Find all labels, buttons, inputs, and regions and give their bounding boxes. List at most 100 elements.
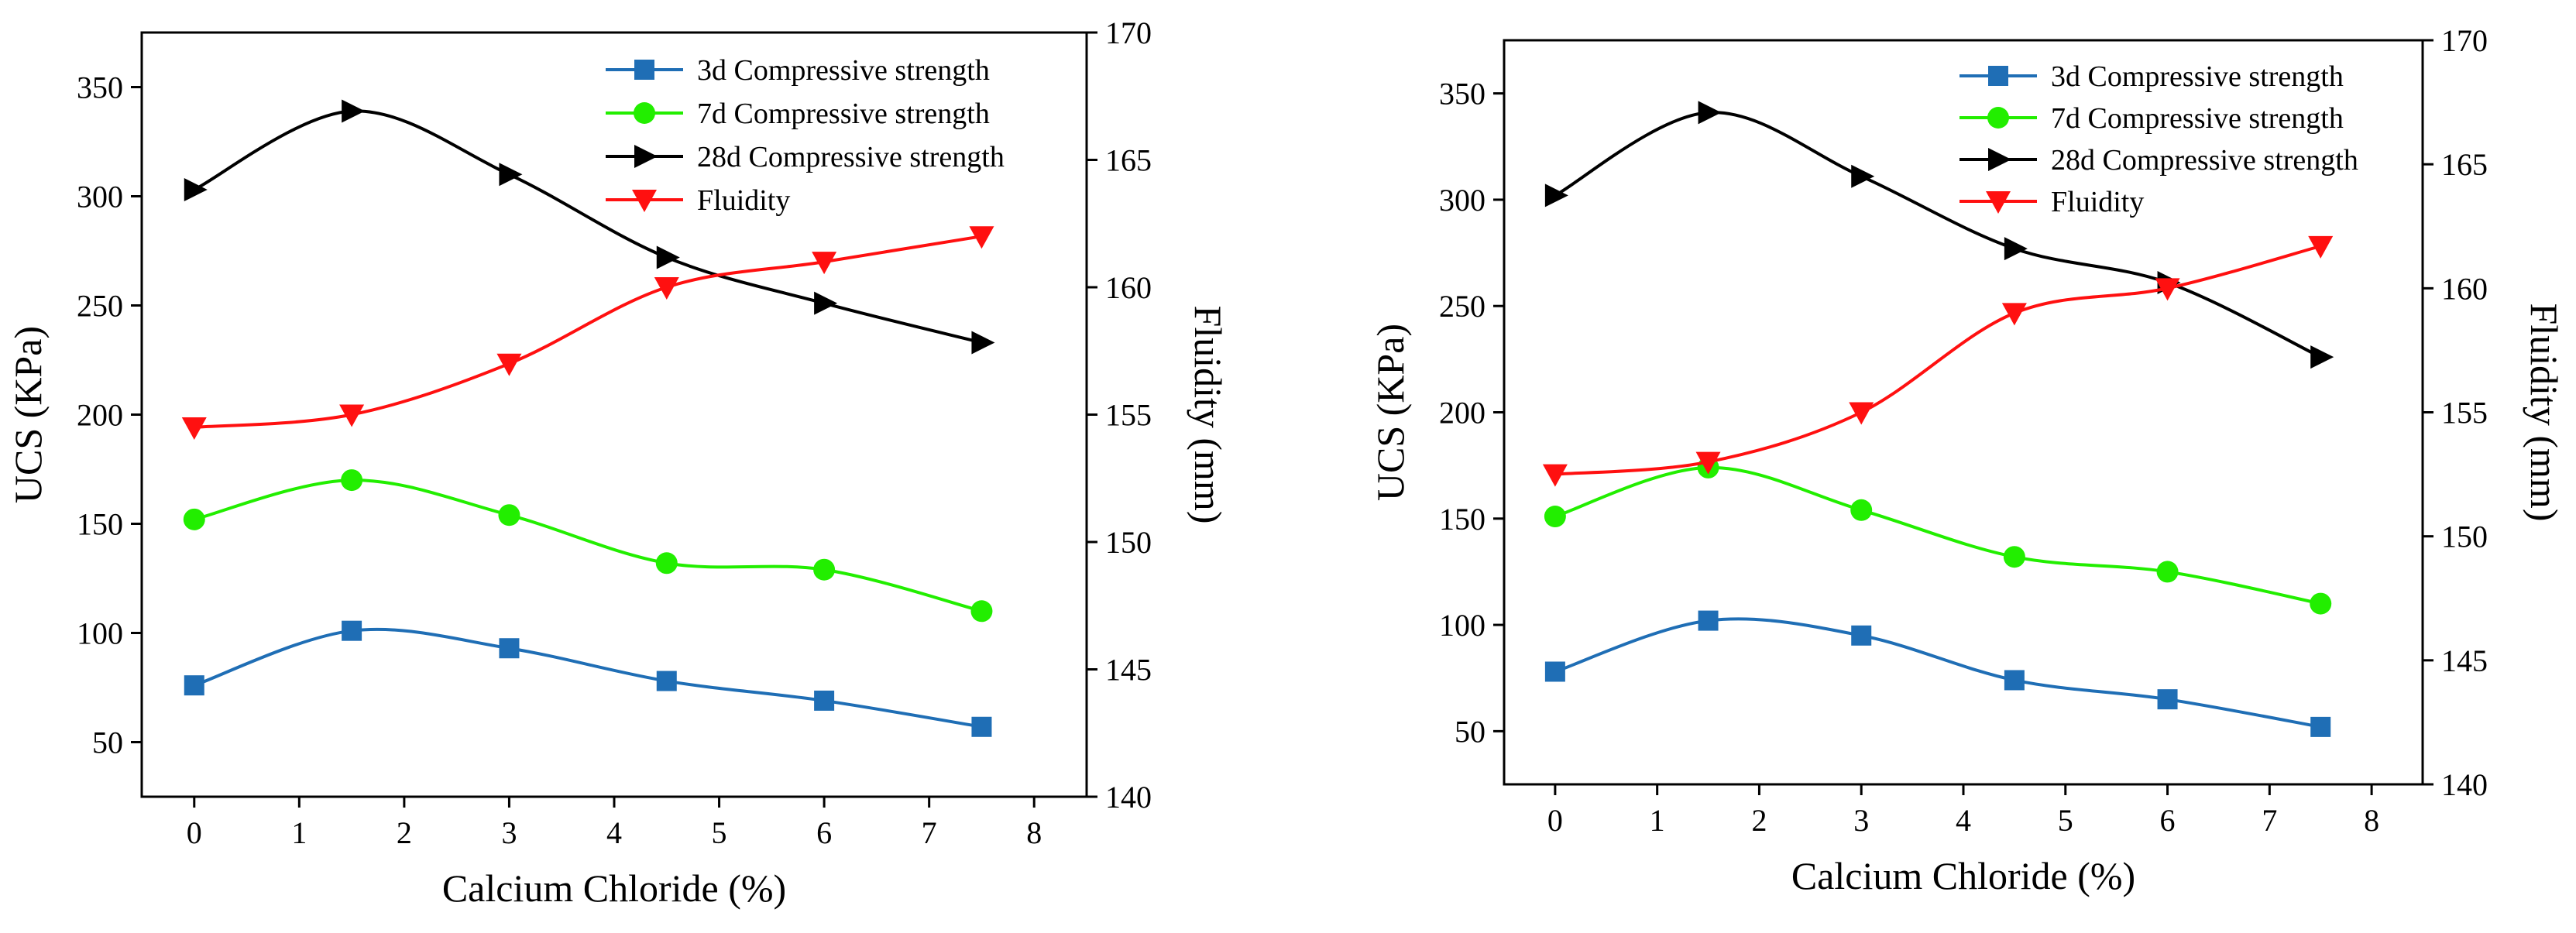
y2-tick-label: 170 [2441, 23, 2488, 58]
data-point-fluidity [969, 226, 994, 249]
y2-tick-label: 145 [2441, 643, 2488, 678]
series-line-fluidity [1554, 244, 2321, 476]
x-axis-label: Calcium Chloride (%) [442, 866, 786, 910]
data-point-28d [342, 99, 366, 123]
data-point-28d [814, 291, 838, 315]
series-line-3d [194, 627, 982, 729]
legend-label-fluidity: Fluidity [697, 184, 790, 217]
data-point-7d [2156, 561, 2179, 583]
data-point-28d [1851, 164, 1875, 188]
x-tick-label: 6 [816, 815, 832, 850]
data-point-28d [2310, 345, 2334, 369]
data-point-28d [1698, 101, 1722, 125]
x-tick-label: 8 [1026, 815, 1042, 850]
y2-tick-label: 140 [2441, 767, 2488, 802]
y-tick-label: 200 [1439, 396, 1485, 430]
legend-marker-28d [634, 145, 658, 168]
y-tick-label: 350 [1439, 77, 1485, 111]
legend-label-3d: 3d Compressive strength [2051, 60, 2344, 93]
data-point-fluidity [2001, 303, 2027, 326]
series-line-28d [193, 109, 982, 345]
data-point-28d [656, 245, 680, 269]
x-tick-label: 7 [922, 815, 937, 850]
y2-tick-label: 165 [2441, 147, 2488, 182]
left-chart-panel: 0 1 2 3 4 5 6 7 8 50 100 150 200 250 300 350 140 145 150 15… [6, 15, 1230, 910]
y-tick-label: 250 [77, 289, 123, 324]
y-tick-label: 100 [1439, 608, 1485, 643]
y-axis-label: UCS (KPa) [1369, 324, 1412, 501]
x-tick-label: 7 [2262, 803, 2277, 838]
y2-tick-label: 150 [1105, 525, 1152, 560]
data-point-3d [2310, 716, 2331, 737]
data-point-fluidity [339, 404, 365, 427]
y-tick-label: 100 [77, 616, 123, 651]
y2-tick-label: 155 [1105, 398, 1152, 433]
y2-tick-label: 155 [2441, 396, 2488, 430]
y-tick-label: 250 [1439, 289, 1485, 324]
data-point-3d [814, 690, 835, 711]
data-point-fluidity [812, 252, 837, 275]
series-line-7d [1554, 465, 2321, 605]
x-tick-label: 4 [606, 815, 622, 850]
data-point-3d [499, 638, 520, 659]
x-axis-label: Calcium Chloride (%) [1791, 854, 2135, 897]
y-tick-label: 150 [1439, 502, 1485, 537]
data-point-3d [2004, 670, 2025, 691]
data-point-fluidity [181, 417, 207, 440]
x-tick-label: 1 [1650, 803, 1665, 838]
y2-tick-label: 140 [1105, 780, 1152, 815]
x-tick-label: 1 [291, 815, 307, 850]
legend-marker-28d [1988, 148, 2011, 171]
legend-marker-fluidity [632, 190, 657, 212]
y2-tick-label: 145 [1105, 653, 1152, 688]
data-point-fluidity [1542, 464, 1568, 487]
y2-tick-label: 150 [2441, 520, 2488, 554]
y2-tick-label: 160 [1105, 270, 1152, 305]
data-point-fluidity [2155, 278, 2180, 301]
y2-tick-label: 165 [1105, 143, 1152, 178]
data-point-fluidity [1849, 402, 1874, 425]
data-point-7d [1850, 499, 1873, 521]
data-point-28d [499, 163, 523, 187]
data-point-3d [1851, 625, 1872, 646]
data-point-fluidity [2308, 235, 2334, 259]
legend-label-7d: 7d Compressive strength [697, 98, 990, 130]
y2-axis-label: Fluidity (mm) [1187, 306, 1230, 524]
legend-label-7d: 7d Compressive strength [2051, 102, 2344, 135]
legend-label-3d: 3d Compressive strength [697, 54, 990, 87]
x-tick-label: 5 [2058, 803, 2073, 838]
data-point-7d [183, 508, 205, 530]
data-point-3d [1698, 610, 1719, 631]
x-tick-label: 2 [1751, 803, 1767, 838]
data-point-fluidity [496, 353, 522, 376]
data-point-3d [971, 716, 992, 737]
x-tick-label: 0 [187, 815, 202, 850]
y2-tick-label: 160 [2441, 271, 2488, 306]
y-tick-label: 200 [77, 398, 123, 433]
series-line-7d [194, 479, 982, 613]
legend-label-28d: 28d Compressive strength [697, 141, 1005, 173]
legend-marker-fluidity [1986, 191, 2011, 214]
data-point-3d [342, 620, 362, 641]
data-point-7d [1544, 506, 1566, 528]
legend-marker-7d [1987, 107, 2009, 129]
x-tick-label: 0 [1547, 803, 1563, 838]
y-tick-label: 50 [92, 725, 123, 760]
right-chart-panel: 0 1 2 3 4 5 6 7 8 50 100 150 200 250 300 350 140 145 150 15… [1369, 23, 2566, 897]
y-tick-label: 50 [1455, 714, 1485, 749]
y-tick-label: 300 [77, 180, 123, 214]
x-tick-label: 5 [712, 815, 727, 850]
data-point-28d [2004, 237, 2028, 261]
x-tick-label: 3 [1853, 803, 1869, 838]
data-point-3d [184, 675, 204, 696]
legend-label-fluidity: Fluidity [2051, 186, 2144, 218]
data-point-7d [2003, 546, 2025, 568]
data-point-fluidity [654, 277, 679, 300]
y2-axis-label: Fluidity (mm) [2523, 304, 2566, 522]
series-line-fluidity [194, 235, 982, 429]
data-point-fluidity [1695, 451, 1721, 475]
data-point-7d [813, 558, 836, 581]
legend-label-28d: 28d Compressive strength [2051, 144, 2358, 177]
y-tick-label: 350 [77, 70, 123, 105]
